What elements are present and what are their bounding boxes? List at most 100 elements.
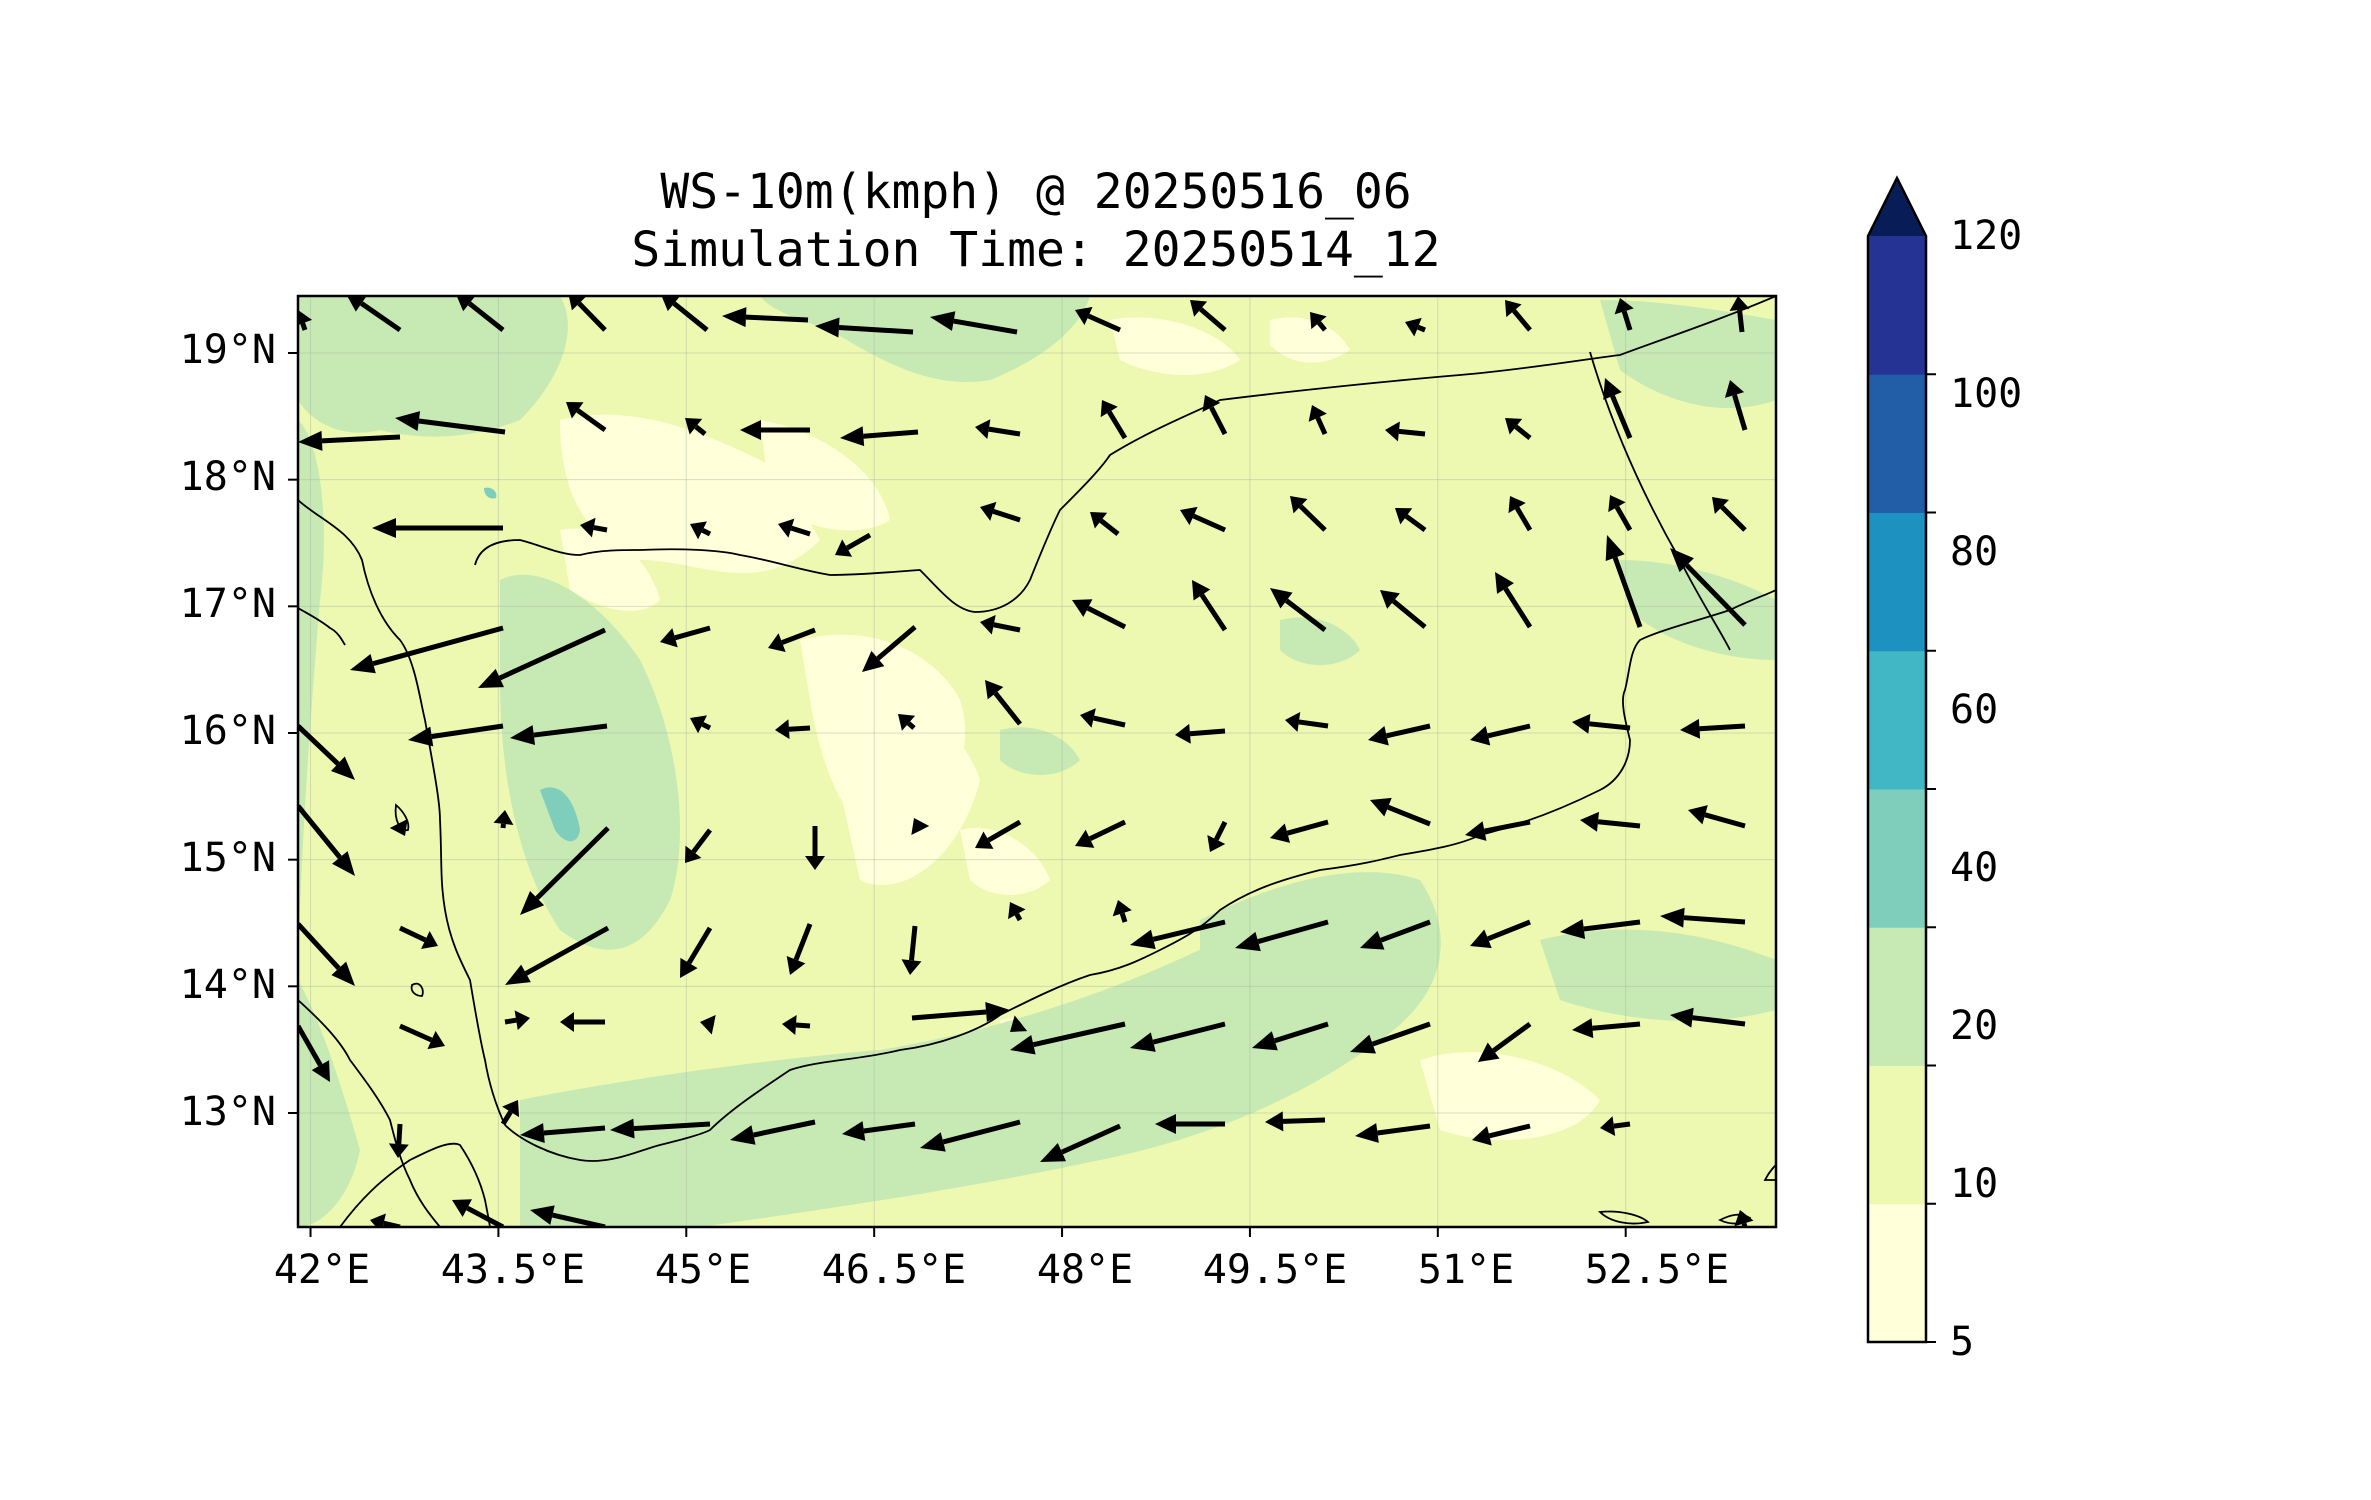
- wind-arrow-shaft: [396, 1123, 403, 1145]
- colorbar: [1866, 175, 1936, 1344]
- wind-arrow-shaft: [781, 627, 816, 645]
- wind-arrow-shaft: [398, 1023, 433, 1043]
- wind-arrow-head: [1080, 708, 1096, 728]
- colorbar-label: 5: [1950, 1319, 1975, 1365]
- wind-arrow-head: [1508, 496, 1526, 514]
- wind-arrow-head: [1175, 723, 1191, 744]
- x-tick-label: 42°E: [273, 1247, 371, 1293]
- wind-arrow-head: [372, 518, 396, 538]
- wind-arrow-shaft: [1684, 563, 1747, 627]
- wind-arrow-shaft: [701, 722, 712, 731]
- wind-arrow-shaft: [1692, 1015, 1746, 1027]
- wind-arrow-shaft: [1699, 723, 1746, 732]
- wind-arrow-head: [1235, 931, 1261, 952]
- wind-arrow-shaft: [1087, 313, 1122, 333]
- speed-fill-calm: [560, 317, 1600, 1140]
- wind-arrow-shaft: [1088, 819, 1127, 842]
- wind-arrow-shaft: [1298, 504, 1327, 532]
- wind-arrow-shaft: [576, 408, 607, 433]
- wind-arrow-shaft: [788, 725, 811, 732]
- wind-arrow-head: [661, 296, 681, 312]
- colorbar-segment: [1868, 512, 1926, 652]
- wind-arrow-shaft: [1592, 1021, 1641, 1031]
- wind-arrow-shaft: [876, 625, 917, 661]
- wind-arrow-shaft: [1621, 310, 1633, 331]
- wind-arrow-head: [730, 1125, 756, 1145]
- wind-arrow-shaft: [845, 532, 872, 551]
- wind-arrow-shaft: [1417, 324, 1426, 333]
- wind-arrow-head: [930, 311, 956, 331]
- wind-arrow-shaft: [633, 1121, 711, 1132]
- wind-arrow-shaft: [953, 318, 1018, 335]
- wind-arrow-shaft: [577, 301, 607, 332]
- wind-arrow-head: [1040, 1143, 1066, 1162]
- wind-arrow-head: [568, 296, 587, 311]
- wind-arrow-shaft: [993, 622, 1021, 633]
- wind-arrow-shaft: [1732, 394, 1748, 431]
- wind-arrow-head: [975, 419, 991, 440]
- colorbar-outline: [1866, 175, 1928, 1344]
- wind-arrow-head: [1370, 797, 1392, 817]
- wind-arrow-head: [1100, 400, 1118, 418]
- wind-arrow-head: [566, 402, 584, 419]
- wind-arrow-shaft: [1391, 599, 1427, 629]
- colorbar-label: 40: [1950, 845, 1999, 891]
- wind-arrow-shaft: [1404, 514, 1427, 533]
- wind-arrow-head: [911, 818, 930, 835]
- wind-arrow-shaft: [1282, 1117, 1326, 1124]
- wind-arrow-shaft: [1380, 919, 1431, 943]
- wind-arrow-shaft: [298, 804, 342, 859]
- wind-arrow-head: [1360, 930, 1385, 950]
- y-tick-label: 13°N: [179, 1089, 276, 1135]
- wind-arrow-shaft: [466, 1205, 505, 1227]
- wind-arrow-head: [1670, 548, 1694, 573]
- wind-arrow-head: [311, 1060, 330, 1082]
- wind-arrow-head: [898, 714, 916, 731]
- wind-arrow-head: [1605, 535, 1625, 561]
- speed-fill-strong: [484, 487, 580, 842]
- wind-arrow-head: [1355, 1123, 1379, 1143]
- wind-arrow-head: [408, 726, 434, 747]
- x-tick-label: 48°E: [1036, 1247, 1134, 1293]
- wind-arrow-head: [347, 296, 367, 312]
- wind-arrow-head: [740, 420, 761, 440]
- wind-arrow-head: [1572, 1018, 1594, 1039]
- wind-arrow-head: [786, 956, 806, 975]
- y-tick-label: 18°N: [179, 454, 276, 500]
- wind-arrow-shaft: [694, 424, 707, 436]
- wind-arrow-head: [332, 851, 355, 876]
- wind-arrow-head: [560, 1012, 574, 1032]
- y-tick-label: 19°N: [179, 327, 276, 373]
- wind-arrow-head: [1072, 599, 1093, 618]
- wind-arrow-head: [980, 501, 997, 521]
- wind-arrow-head: [395, 411, 421, 431]
- wind-arrow-shaft: [1284, 598, 1327, 632]
- wind-arrow-shaft: [543, 1125, 606, 1136]
- wind-arrow-head: [1560, 919, 1586, 939]
- wind-arrow-shaft: [1192, 513, 1227, 533]
- map-area: [298, 296, 1776, 1227]
- wind-arrow-head: [493, 810, 514, 826]
- colorbar-label: 20: [1950, 1003, 1999, 1049]
- wind-arrow-head: [1734, 1210, 1754, 1227]
- wind-arrow-head: [1405, 317, 1422, 337]
- wind-arrow-head: [1010, 1015, 1028, 1032]
- wind-arrow-head: [840, 426, 865, 447]
- wind-arrow-head: [1670, 1007, 1694, 1028]
- wind-arrow-head: [1155, 1114, 1176, 1134]
- y-tick-label: 17°N: [179, 581, 276, 627]
- wind-arrow-shaft: [1589, 721, 1631, 731]
- wind-arrow-head: [1608, 495, 1626, 513]
- wind-arrow-head: [427, 1030, 445, 1050]
- wind-vector-field: [298, 296, 1754, 1227]
- wind-arrow-head: [980, 614, 996, 635]
- wind-arrow-head: [1495, 572, 1514, 594]
- x-tick-label: 49.5°E: [1202, 1247, 1348, 1293]
- y-tick-label: 14°N: [179, 962, 276, 1008]
- wind-arrow-shaft: [467, 301, 505, 332]
- wind-arrow-shaft: [1387, 804, 1431, 827]
- wind-arrow-head: [1712, 497, 1729, 514]
- map-subtitle: Simulation Time: 20250514_12: [631, 222, 1441, 278]
- wind-arrow-shaft: [1257, 919, 1329, 944]
- wind-arrow-head: [1470, 929, 1492, 949]
